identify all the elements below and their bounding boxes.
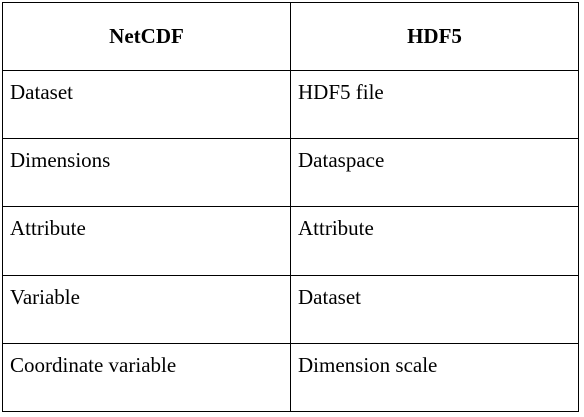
cell-netcdf: Variable	[2, 274, 291, 344]
cell-netcdf: Dimensions	[2, 138, 291, 208]
cell-hdf5: Dataspace	[290, 138, 579, 208]
header-netcdf: NetCDF	[2, 2, 291, 71]
cell-netcdf: Coordinate variable	[2, 342, 291, 413]
table-row: Dimensions Dataspace	[2, 138, 579, 208]
cell-hdf5: HDF5 file	[290, 69, 579, 140]
table-body: Dataset HDF5 file Dimensions Dataspace A…	[2, 69, 579, 413]
table-header: NetCDF HDF5	[2, 2, 579, 71]
table-row: Dataset HDF5 file	[2, 69, 579, 140]
header-hdf5: HDF5	[290, 2, 579, 71]
cell-hdf5: Dimension scale	[290, 342, 579, 413]
header-row: NetCDF HDF5	[2, 2, 579, 71]
cell-netcdf: Attribute	[2, 206, 291, 276]
cell-hdf5: Dataset	[290, 274, 579, 344]
cell-hdf5: Attribute	[290, 206, 579, 276]
netcdf-hdf5-mapping-table: NetCDF HDF5 Dataset HDF5 file Dimensions…	[2, 2, 579, 413]
cell-netcdf: Dataset	[2, 69, 291, 140]
table-row: Variable Dataset	[2, 274, 579, 344]
table-row: Attribute Attribute	[2, 206, 579, 276]
table-row: Coordinate variable Dimension scale	[2, 342, 579, 413]
